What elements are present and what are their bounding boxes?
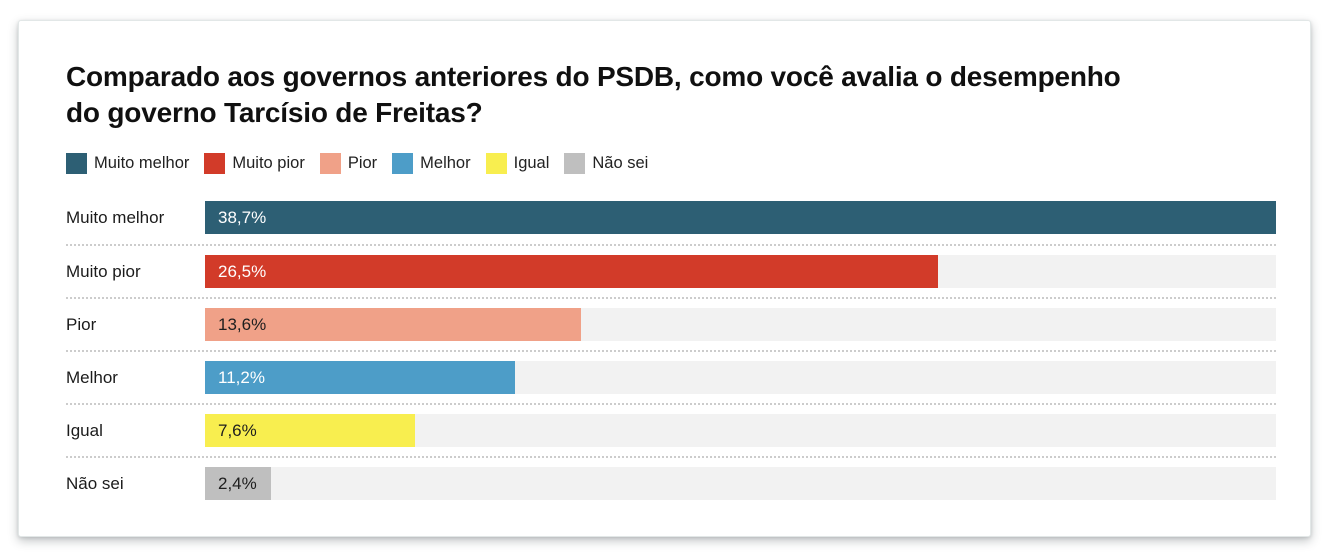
bar-pior: 13,6%: [205, 308, 582, 342]
bar-track: 13,6%: [205, 308, 1276, 342]
bar-value-label: 7,6%: [218, 420, 257, 440]
bar-melhor: 11,2%: [205, 361, 515, 395]
bar-chart: Muito melhor 38,7% Muito pior 26,5% Pior…: [66, 191, 1276, 509]
legend-swatch-pior: [319, 153, 341, 175]
bar-igual: 7,6%: [205, 414, 416, 448]
chart-title: Comparado aos governos anteriores do PSD…: [66, 61, 1121, 129]
legend-item-igual: Igual: [485, 153, 550, 175]
bar-row-muito-pior: Muito pior 26,5%: [66, 244, 1276, 297]
bar-muito-melhor: 38,7%: [205, 201, 1276, 235]
category-label: Pior: [66, 314, 97, 334]
legend-item-muito-pior: Muito pior: [204, 153, 305, 175]
legend-label: Igual: [513, 154, 550, 173]
legend-swatch-muito-pior: [204, 153, 226, 175]
category-label: Igual: [66, 420, 103, 440]
legend-item-melhor: Melhor: [392, 153, 471, 175]
bar-track: 26,5%: [205, 255, 1276, 289]
category-label: Não sei: [66, 473, 124, 493]
bar-row-muito-melhor: Muito melhor 38,7%: [66, 191, 1276, 244]
legend-swatch-melhor: [392, 153, 414, 175]
bar-value-label: 38,7%: [218, 207, 267, 227]
category-label: Melhor: [66, 367, 118, 387]
legend-label: Muito pior: [232, 154, 305, 173]
bar-track: 38,7%: [205, 201, 1276, 235]
legend-label: Muito melhor: [94, 154, 190, 173]
bar-row-pior: Pior 13,6%: [66, 297, 1276, 350]
legend-label: Melhor: [420, 154, 471, 173]
chart-card: Comparado aos governos anteriores do PSD…: [18, 20, 1311, 537]
legend-item-pior: Pior: [319, 153, 378, 175]
legend-swatch-igual: [485, 153, 507, 175]
legend-swatch-muito-melhor: [66, 153, 87, 175]
bar-nao-sei: 2,4%: [205, 467, 272, 501]
bar-value-label: 11,2%: [218, 367, 265, 387]
legend-label: Pior: [347, 154, 378, 173]
legend-label: Não sei: [592, 154, 649, 173]
bar-row-nao-sei: Não sei 2,4%: [66, 456, 1276, 509]
bar-row-igual: Igual 7,6%: [66, 403, 1276, 456]
bar-row-melhor: Melhor 11,2%: [66, 350, 1276, 403]
legend-swatch-nao-sei: [564, 153, 586, 175]
bar-track: 11,2%: [205, 361, 1276, 395]
category-label: Muito pior: [66, 261, 141, 281]
legend-item-muito-melhor: Muito melhor: [66, 153, 190, 175]
bar-value-label: 13,6%: [218, 314, 267, 334]
legend-item-nao-sei: Não sei: [564, 153, 649, 175]
bar-value-label: 26,5%: [218, 261, 267, 281]
bar-track: 7,6%: [205, 414, 1276, 448]
bar-muito-pior: 26,5%: [205, 255, 939, 289]
bar-track: 2,4%: [205, 467, 1276, 501]
bar-value-label: 2,4%: [218, 473, 257, 493]
chart-legend: Muito melhor Muito pior Pior Melhor Igua…: [66, 153, 1276, 175]
category-label: Muito melhor: [66, 207, 165, 227]
